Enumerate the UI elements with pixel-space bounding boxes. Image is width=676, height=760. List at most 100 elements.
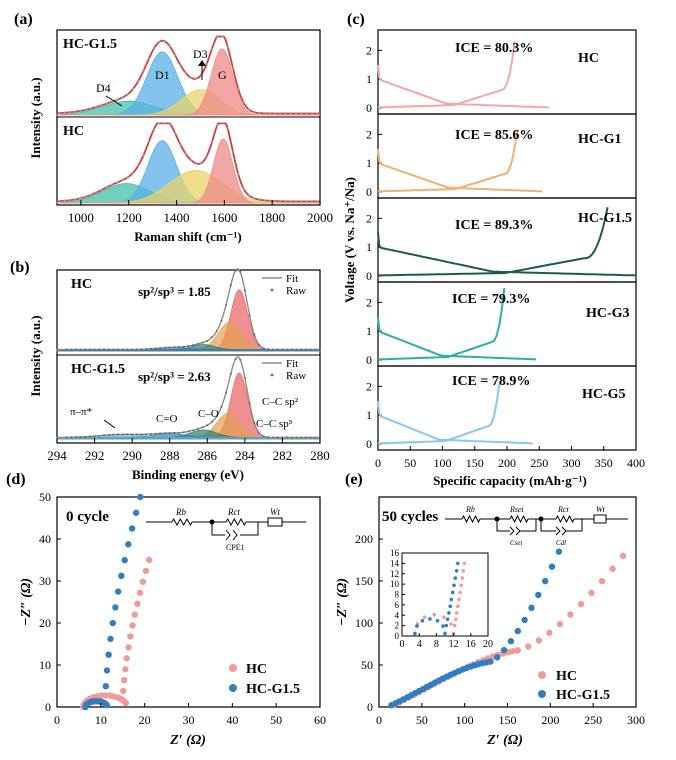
raman-raw-point [200, 161, 203, 165]
eis-e-point-hc [588, 589, 595, 597]
eis-d-y-tick-label: 50 [39, 490, 51, 504]
eis-e-inset-point [444, 623, 449, 628]
raman-raw-point [252, 197, 256, 200]
raman-raw-point [142, 69, 145, 72]
xps-legend-raw-marker [270, 373, 274, 377]
raman-raw-point [242, 187, 245, 190]
raman-raw-point [58, 111, 61, 115]
gcd-discharge-curve-4 [377, 400, 533, 445]
xps-raw-point [164, 432, 166, 435]
xps-sp-ratio: sp²/sp³ = 2.63 [138, 369, 211, 384]
xps-sp-ratio: sp²/sp³ = 1.85 [138, 284, 211, 299]
raman-raw-point [173, 54, 177, 57]
xps-raw-point [164, 346, 166, 349]
xps-raw-point [140, 433, 143, 436]
xps-raw-point [267, 436, 270, 439]
raman-raw-point [163, 40, 166, 43]
raman-raw-point [279, 200, 282, 203]
raman-x-tick-label: 1800 [259, 210, 285, 225]
xps-x-tick-label: 282 [273, 448, 293, 463]
raman-raw-point [263, 112, 266, 115]
eis-e-inset-point [448, 604, 453, 608]
raman-raw-point [63, 199, 66, 202]
eis-d-point-hc [127, 633, 134, 640]
xps-raw-point [248, 402, 251, 404]
eis-d-x-tick-label: 0 [54, 713, 60, 727]
raman-raw-point [95, 191, 98, 194]
eis-d-point-hcg15 [109, 619, 117, 627]
gcd-y-tick-label: 0 [366, 185, 372, 199]
raman-raw-point [116, 181, 119, 184]
raman-raw-point [216, 124, 219, 127]
eis-e-y-tick-label: 200 [355, 532, 373, 546]
xps-raw-point [192, 429, 195, 432]
eis-e-x-tick-label: 100 [456, 713, 474, 727]
gcd-sample-label: HC-G1.5 [578, 211, 632, 226]
eis-d-point-hc [123, 655, 130, 662]
raman-x-tick-label: 1400 [164, 210, 190, 225]
xps-sample-label: HC-G1.5 [71, 362, 125, 377]
eis-d-point-hcg15 [137, 493, 144, 501]
eis-e-legend-hc: HC [556, 669, 577, 684]
gcd-y-tick-label: 1 [366, 408, 372, 422]
xps-raw-point [145, 348, 148, 351]
eis-d-legend-hcg15: HC-G1.5 [246, 682, 300, 697]
xps-raw-point [215, 415, 218, 418]
raman-raw-point [168, 122, 172, 125]
gcd-x-axis-title: Specific capacity (mAh·g⁻¹) [433, 473, 587, 488]
xps-raw-point [93, 348, 96, 351]
xps-raw-point [84, 435, 87, 438]
xps-raw-point [239, 270, 242, 273]
eis-e-inset-point [445, 617, 450, 622]
xps-raw-point [182, 345, 185, 348]
xps-raw-point [262, 435, 265, 438]
panel-d-label: (d) [6, 471, 26, 488]
eis-d-x-tick-label: 50 [270, 713, 282, 727]
eis-e-inset-point [449, 622, 453, 626]
eis-d-x-tick-label: 60 [314, 713, 326, 727]
gcd-x-tick-label: 200 [498, 456, 516, 470]
eis-d-x-tick-label: 20 [139, 713, 151, 727]
raman-d4-pointer [105, 95, 123, 107]
gcd-ice-value: ICE = 80.3% [455, 41, 533, 56]
gcd-y-tick-label: 1 [366, 72, 372, 86]
xps-raw-point [154, 347, 157, 350]
xps-raw-point [121, 348, 124, 351]
eis-d-point-hc [142, 567, 150, 575]
raman-peak-g-0 [57, 48, 320, 116]
xps-raw-point [178, 346, 181, 348]
xps-legend-raw-label: Raw [286, 370, 306, 382]
circuit-resistor [225, 517, 247, 527]
raman-raw-point [247, 108, 250, 111]
raman-raw-point [310, 200, 314, 203]
eis-e-x-axis-title: Z′ (Ω) [486, 733, 523, 748]
raman-x-tick-label: 1000 [68, 210, 94, 225]
raman-raw-point [163, 122, 166, 125]
eis-d-point-hcg15 [128, 525, 136, 532]
xps-raw-point [201, 426, 204, 429]
xps-legend-fit-label: Fit [286, 273, 298, 285]
eis-e-inset-point [461, 569, 466, 573]
xps-legend-fit-label: Fit [286, 358, 298, 370]
raman-peak-label-d1: D1 [155, 68, 170, 82]
eis-e-y-tick-label: 0 [367, 700, 373, 714]
raman-raw-point [252, 111, 256, 114]
raman-raw-point [131, 171, 135, 175]
xps-fit-line-0 [57, 268, 320, 351]
xps-raw-point [248, 314, 251, 317]
eis-d-point-hc [120, 676, 128, 684]
eis-e-inset-point [459, 583, 463, 588]
xps-raw-point [65, 436, 68, 439]
raman-raw-point [210, 47, 214, 51]
eis-d-point-hc [145, 556, 153, 564]
raman-raw-point [221, 122, 224, 125]
eis-e-inset-y-tick-label: 14 [390, 558, 400, 568]
raman-raw-point [237, 87, 240, 90]
eis-e-inset-y-tick-label: 10 [390, 579, 400, 589]
eis-e-inset-y-tick-label: 4 [395, 610, 400, 620]
raman-raw-point [105, 102, 108, 105]
eis-e-point-hc [509, 648, 516, 655]
eis-d-point-hcg15 [132, 509, 140, 516]
eis-e-legend-hc-marker [538, 671, 546, 679]
circuit-label: Rb [465, 505, 475, 514]
